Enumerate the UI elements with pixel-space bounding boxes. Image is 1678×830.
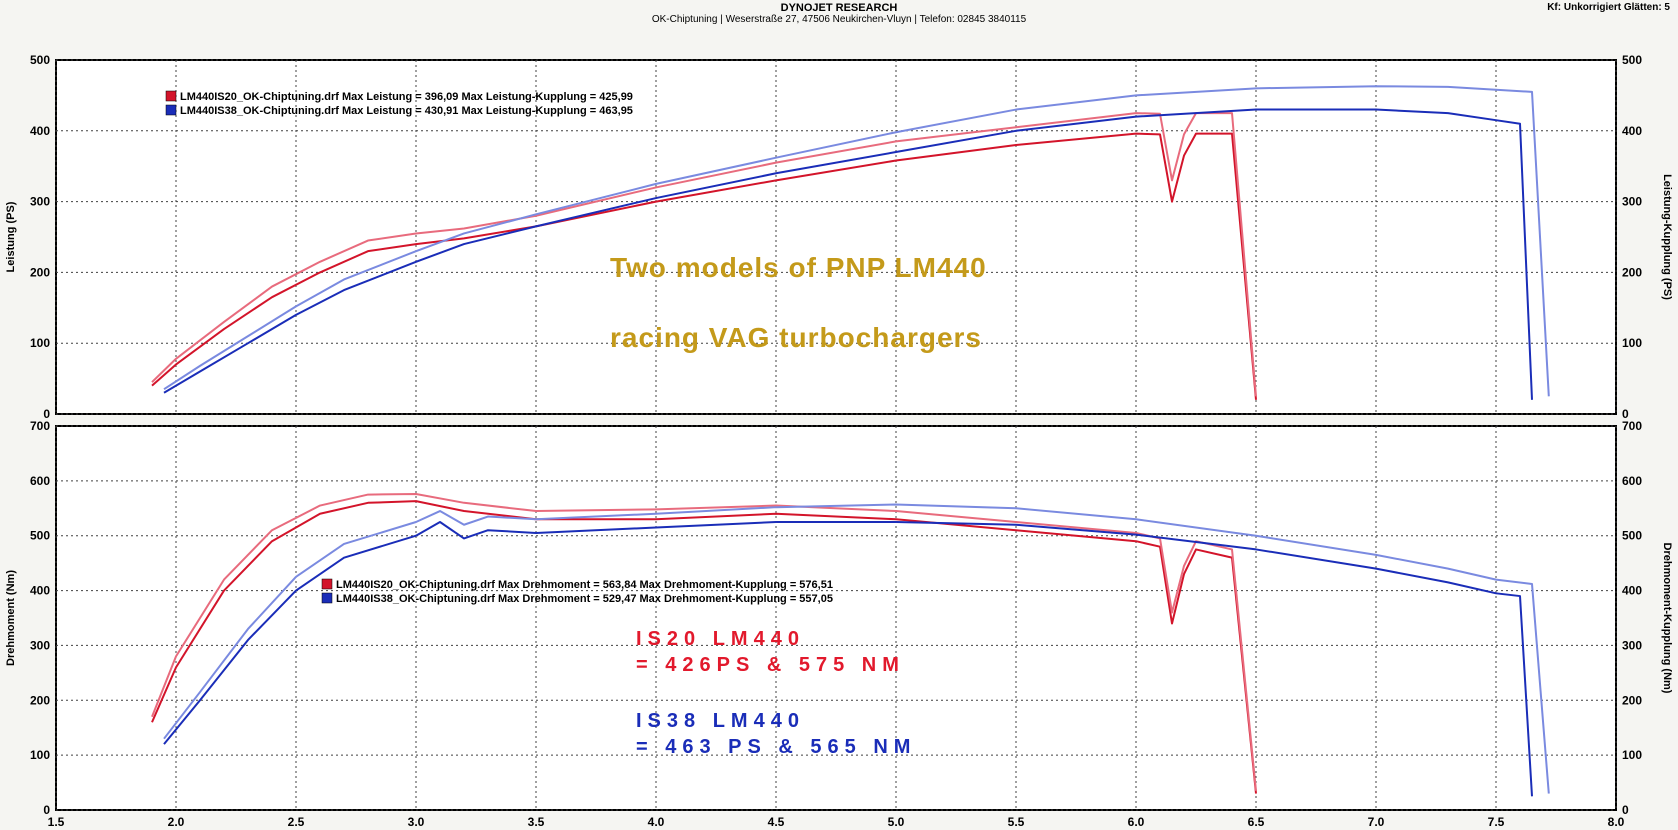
svg-text:700: 700 <box>1622 419 1642 433</box>
svg-text:6,0: 6,0 <box>1128 815 1145 826</box>
svg-text:200: 200 <box>30 693 50 707</box>
svg-text:500: 500 <box>1622 53 1642 67</box>
svg-text:4,5: 4,5 <box>768 815 785 826</box>
overlay-spec1-l1: IS20 LM440 <box>636 628 805 651</box>
svg-text:7,5: 7,5 <box>1488 815 1505 826</box>
svg-text:100: 100 <box>1622 748 1642 762</box>
svg-text:7,0: 7,0 <box>1368 815 1385 826</box>
overlay-spec2-l2: = 463 PS & 565 NM <box>636 736 916 759</box>
svg-text:8,0: 8,0 <box>1608 815 1625 826</box>
overlay-spec2-l1: IS38 LM440 <box>636 710 805 733</box>
svg-text:300: 300 <box>30 638 50 652</box>
svg-text:500: 500 <box>30 529 50 543</box>
header-title: DYNOJET RESEARCH <box>0 2 1678 14</box>
svg-text:100: 100 <box>30 336 50 350</box>
svg-text:500: 500 <box>30 53 50 67</box>
dyno-chart-svg: 00100100200200300300400400500500Leistung… <box>0 26 1678 826</box>
svg-text:2,0: 2,0 <box>168 815 185 826</box>
svg-text:100: 100 <box>30 748 50 762</box>
svg-text:6,5: 6,5 <box>1248 815 1265 826</box>
svg-text:LM440IS20_OK-Chiptuning.drf Ma: LM440IS20_OK-Chiptuning.drf Max Leistung… <box>180 91 633 103</box>
overlay-title-l1: Two models of PNP LM440 <box>610 252 987 284</box>
svg-text:Drehmoment-Kupplung (Nm): Drehmoment-Kupplung (Nm) <box>1661 543 1673 694</box>
svg-text:Leistung (PS): Leistung (PS) <box>5 201 17 272</box>
svg-text:2,5: 2,5 <box>288 815 305 826</box>
svg-text:400: 400 <box>1622 124 1642 138</box>
svg-text:300: 300 <box>1622 638 1642 652</box>
svg-text:Leistung-Kupplung (PS): Leistung-Kupplung (PS) <box>1661 174 1673 300</box>
svg-text:Drehmoment (Nm): Drehmoment (Nm) <box>5 570 17 666</box>
svg-text:700: 700 <box>30 419 50 433</box>
chart-area: 00100100200200300300400400500500Leistung… <box>0 26 1678 826</box>
svg-text:300: 300 <box>1622 195 1642 209</box>
svg-text:600: 600 <box>1622 474 1642 488</box>
svg-text:4,0: 4,0 <box>648 815 665 826</box>
svg-text:1,5: 1,5 <box>48 815 65 826</box>
svg-text:200: 200 <box>30 265 50 279</box>
svg-text:200: 200 <box>1622 265 1642 279</box>
svg-text:400: 400 <box>30 584 50 598</box>
svg-text:400: 400 <box>1622 584 1642 598</box>
svg-text:100: 100 <box>1622 336 1642 350</box>
svg-text:5,5: 5,5 <box>1008 815 1025 826</box>
svg-text:LM440IS38_OK-Chiptuning.drf Ma: LM440IS38_OK-Chiptuning.drf Max Leistung… <box>180 105 633 117</box>
svg-text:200: 200 <box>1622 693 1642 707</box>
overlay-title-l2: racing VAG turbochargers <box>610 322 982 354</box>
svg-text:500: 500 <box>1622 529 1642 543</box>
svg-text:3,5: 3,5 <box>528 815 545 826</box>
header-subtitle: OK-Chiptuning | Weserstraße 27, 47506 Ne… <box>0 14 1678 25</box>
overlay-spec1-l2: = 426PS & 575 NM <box>636 654 905 677</box>
svg-text:LM440IS20_OK-Chiptuning.drf Ma: LM440IS20_OK-Chiptuning.drf Max Drehmome… <box>336 579 833 591</box>
svg-text:300: 300 <box>30 195 50 209</box>
svg-text:400: 400 <box>30 124 50 138</box>
svg-text:600: 600 <box>30 474 50 488</box>
header-right: Kf: Unkorrigiert Glätten: 5 <box>1547 2 1670 13</box>
header: DYNOJET RESEARCH OK-Chiptuning | Weserst… <box>0 0 1678 27</box>
svg-text:5,0: 5,0 <box>888 815 905 826</box>
svg-text:LM440IS38_OK-Chiptuning.drf Ma: LM440IS38_OK-Chiptuning.drf Max Drehmome… <box>336 593 833 605</box>
svg-text:3,0: 3,0 <box>408 815 425 826</box>
